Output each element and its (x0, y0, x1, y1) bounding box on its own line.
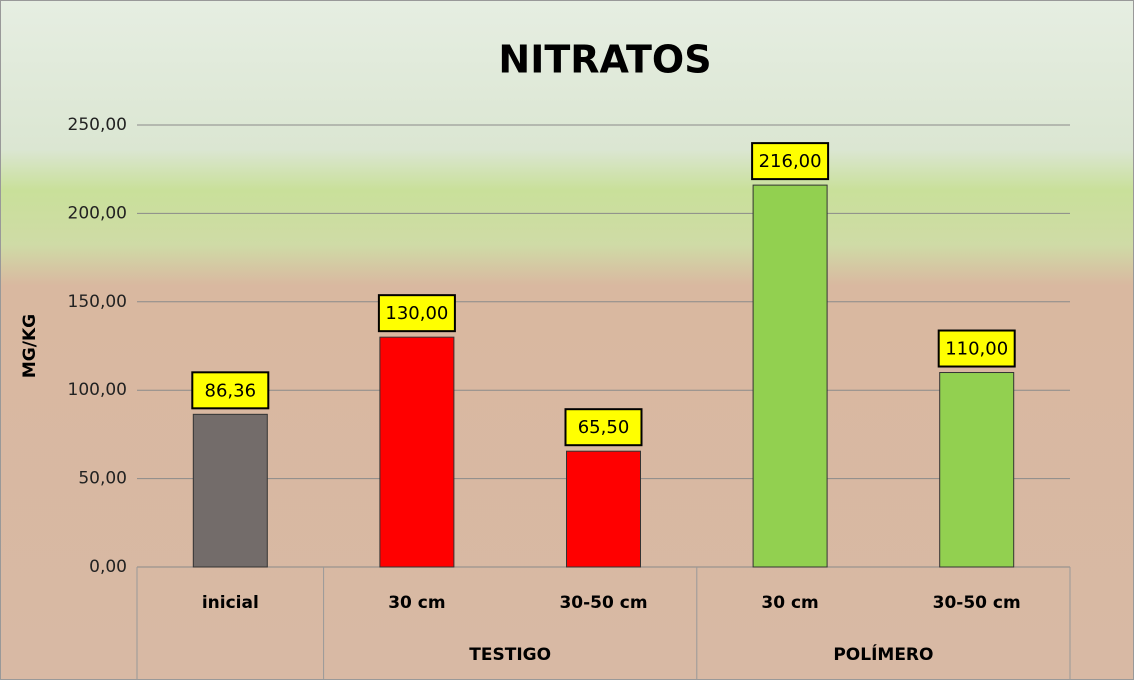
x-tick-label: 30 cm (388, 593, 445, 613)
y-tick-label: 250,00 (68, 115, 127, 135)
y-tick-label: 100,00 (68, 380, 127, 400)
group-label: POLÍMERO (833, 643, 933, 665)
value-label: 130,00 (385, 303, 448, 324)
value-label: 65,50 (578, 417, 630, 438)
x-tick-label: 30 cm (761, 593, 818, 613)
bar (939, 372, 1015, 568)
value-label-box (751, 142, 830, 181)
value-label: 216,00 (759, 151, 822, 172)
value-label-box (377, 294, 456, 333)
x-tick-label: inicial (202, 593, 259, 613)
bar (379, 336, 455, 568)
value-label-box (564, 408, 643, 447)
y-tick-label: 200,00 (68, 203, 127, 223)
x-tick-label: 30-50 cm (559, 593, 647, 613)
group-label: TESTIGO (469, 645, 551, 665)
value-label-box (937, 329, 1016, 368)
y-tick-label: 150,00 (68, 292, 127, 312)
bar (192, 413, 268, 568)
bar (566, 450, 641, 568)
y-axis-label: MG/KG (20, 314, 40, 378)
value-label: 86,36 (205, 380, 257, 401)
y-tick-label: 0,00 (89, 557, 127, 577)
x-tick-label: 30-50 cm (933, 593, 1021, 613)
y-tick-label: 50,00 (78, 469, 127, 489)
bar (752, 184, 828, 568)
value-label: 110,00 (945, 339, 1008, 360)
value-label-box (191, 371, 270, 410)
chart-title: NITRATOS (498, 38, 711, 82)
